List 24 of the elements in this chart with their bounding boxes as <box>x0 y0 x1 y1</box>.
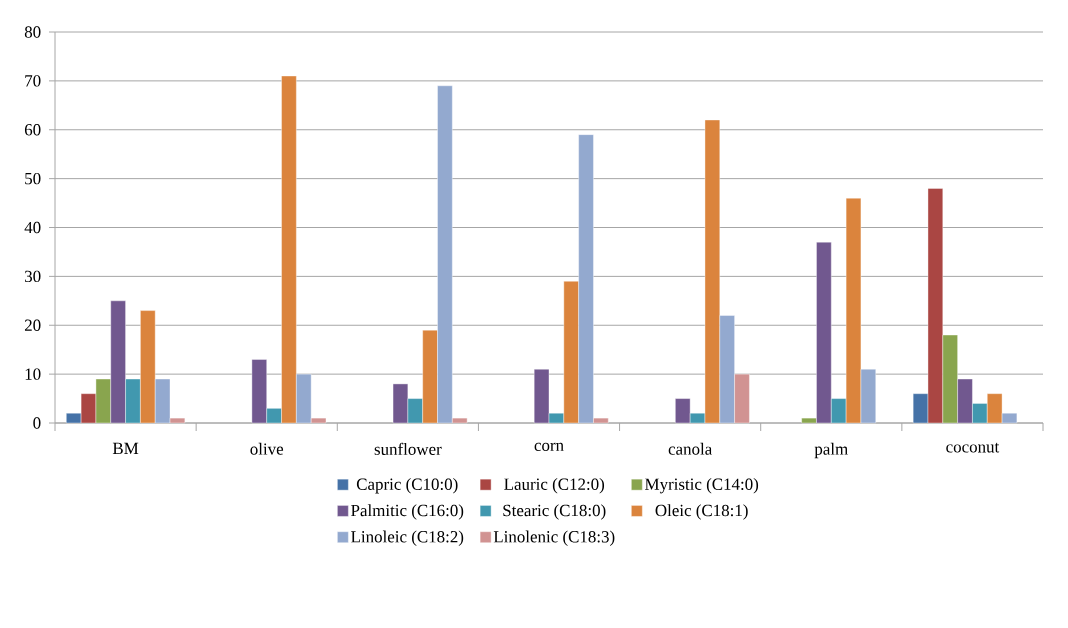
legend-label: Oleic (C18:1) <box>655 504 748 520</box>
x-tick-label: olive <box>250 442 284 455</box>
y-tick-label: 10 <box>25 368 41 380</box>
legend-label: Capric (C10:0) <box>356 478 458 494</box>
y-tick-label: 60 <box>24 124 41 136</box>
y-tick-label: 80 <box>24 26 41 38</box>
x-tick-label: coconut <box>946 442 1000 453</box>
legend-label: Stearic (C18:0) <box>503 504 606 520</box>
y-tick-label: 20 <box>24 319 41 331</box>
x-tick-label: sunflower <box>374 442 442 455</box>
x-tick-label: canola <box>668 442 713 455</box>
legend-label: Lauric (C12:0) <box>504 478 605 494</box>
y-tick-label: 0 <box>33 417 41 429</box>
legend-label: Palmitic (C16:0) <box>351 504 464 520</box>
y-tick-label: 30 <box>25 270 41 283</box>
x-tick-label: BM <box>112 442 139 454</box>
y-tick-label: 40 <box>24 221 41 234</box>
x-tick-label: corn <box>534 442 564 451</box>
legend-label: Linoleic (C18:2) <box>351 530 464 546</box>
y-tick-label: 50 <box>25 172 41 185</box>
legend-label: Myristic (C14:0) <box>645 478 759 494</box>
x-tick-label: palm <box>814 442 848 459</box>
legend-label: Linolenic (C18:3) <box>493 530 615 546</box>
y-tick-label: 70 <box>25 75 41 87</box>
